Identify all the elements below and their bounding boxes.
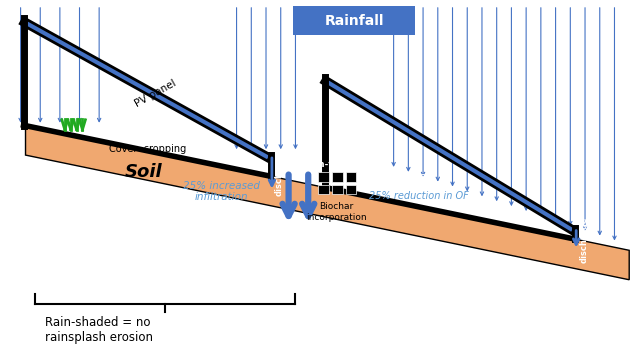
Polygon shape	[20, 18, 271, 161]
Bar	[332, 184, 342, 194]
Text: Soil: Soil	[125, 163, 162, 181]
Text: discharge: discharge	[579, 216, 588, 263]
Text: Rain-fed  vs: Rain-fed vs	[302, 160, 363, 169]
Bar	[318, 172, 329, 182]
Polygon shape	[26, 126, 629, 280]
Text: Rain-free OF: Rain-free OF	[369, 174, 433, 183]
Text: 25% reduction in OF: 25% reduction in OF	[369, 191, 469, 201]
Bar	[346, 172, 356, 182]
Text: 25% increased
infiltration: 25% increased infiltration	[183, 181, 260, 202]
Polygon shape	[321, 77, 575, 233]
Text: Cover  cropping: Cover cropping	[109, 144, 186, 154]
Text: PV panel: PV panel	[133, 78, 178, 109]
Bar	[332, 172, 342, 182]
Text: Rainfall: Rainfall	[324, 14, 384, 28]
Bar	[346, 184, 356, 194]
FancyBboxPatch shape	[294, 6, 415, 35]
Text: Biochar
incorporation: Biochar incorporation	[307, 202, 367, 222]
Bar	[318, 184, 329, 194]
Text: discharge: discharge	[275, 149, 284, 196]
Text: Rain-shaded = no
rainsplash erosion: Rain-shaded = no rainsplash erosion	[45, 316, 153, 344]
